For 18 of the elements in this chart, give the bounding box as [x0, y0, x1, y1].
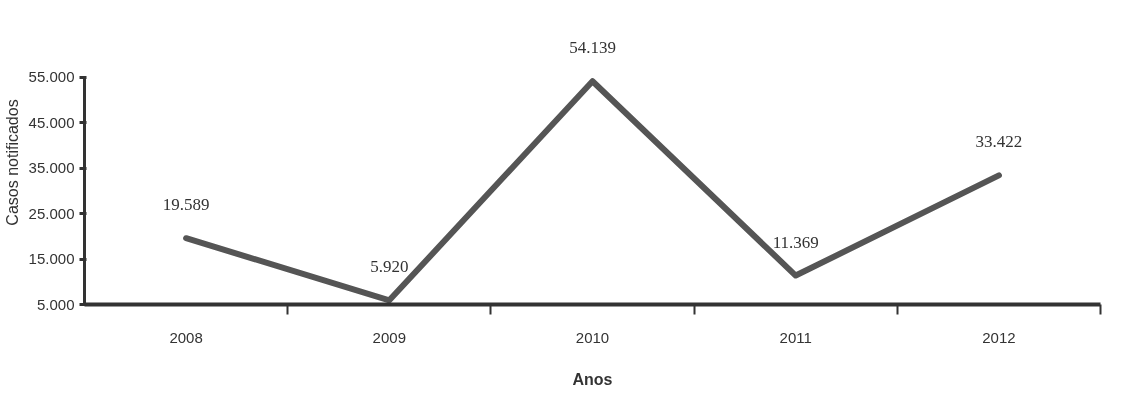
data-label: 33.422	[975, 132, 1023, 152]
y-tick-label: 15.000	[28, 250, 75, 268]
x-tick-label: 2008	[169, 328, 203, 346]
x-tick-label: 2012	[982, 328, 1016, 346]
y-axis-title: Casos notificados	[3, 99, 21, 226]
y-tick-label: 35.000	[28, 159, 75, 177]
data-label: 19.589	[162, 195, 210, 215]
x-tick-label: 2011	[779, 328, 812, 346]
x-tick-label: 2010	[575, 328, 610, 346]
data-label: 5.920	[370, 257, 409, 277]
data-label: 54.139	[569, 38, 616, 58]
y-tick-label: 5.000	[36, 295, 75, 313]
x-tick-label: 2009	[372, 328, 406, 346]
y-tick-label: 25.000	[28, 204, 75, 222]
y-tick-label: 45.000	[28, 113, 75, 131]
x-axis-title: Anos	[572, 370, 613, 388]
y-tick-label: 55.000	[28, 68, 75, 86]
data-label: 11.369	[772, 232, 819, 252]
